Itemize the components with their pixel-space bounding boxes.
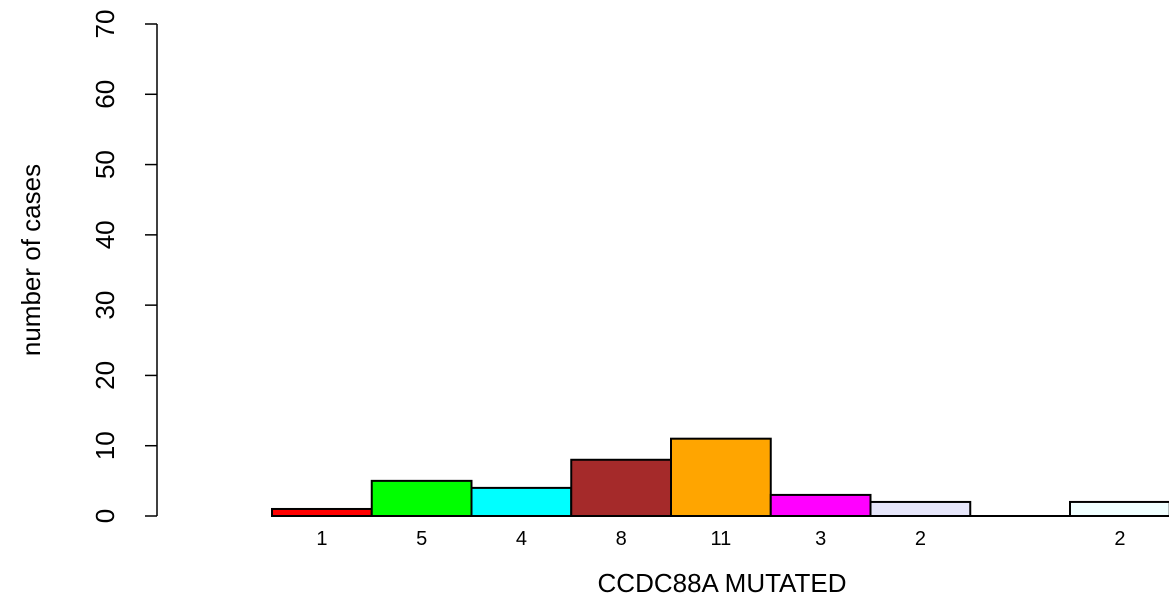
bar (271, 507, 373, 518)
bar (869, 500, 972, 518)
x-axis-title: CCDC88A MUTATED (598, 568, 847, 598)
y-tick-label: 40 (90, 220, 120, 249)
y-tick-label: 30 (90, 291, 120, 320)
category-label: 4 (516, 528, 527, 550)
category-label: 2 (1114, 528, 1125, 550)
category-label: 8 (616, 528, 627, 550)
bars (271, 437, 1169, 518)
category-label: 5 (416, 528, 427, 550)
y-tick-label: 50 (90, 150, 120, 179)
bar (370, 479, 473, 518)
category-label: 3 (815, 528, 826, 550)
bar (470, 486, 573, 517)
category-label: 11 (710, 528, 731, 550)
y-tick-label: 0 (90, 509, 120, 523)
bar (1069, 500, 1169, 518)
y-tick-label: 70 (90, 10, 120, 39)
y-tick-label: 60 (90, 80, 120, 109)
bar (769, 493, 872, 517)
category-labels: 1 5 4 8 11 3 2 2 (316, 528, 1125, 550)
bar (570, 458, 672, 517)
y-tick-label: 20 (90, 361, 120, 390)
y-axis: 0 10 20 30 40 50 60 70 (90, 10, 158, 523)
category-label: 1 (316, 528, 327, 550)
y-tick-label: 10 (90, 431, 120, 460)
category-label: 2 (915, 528, 926, 550)
bar (670, 437, 772, 517)
y-axis-title: number of cases (16, 164, 46, 356)
